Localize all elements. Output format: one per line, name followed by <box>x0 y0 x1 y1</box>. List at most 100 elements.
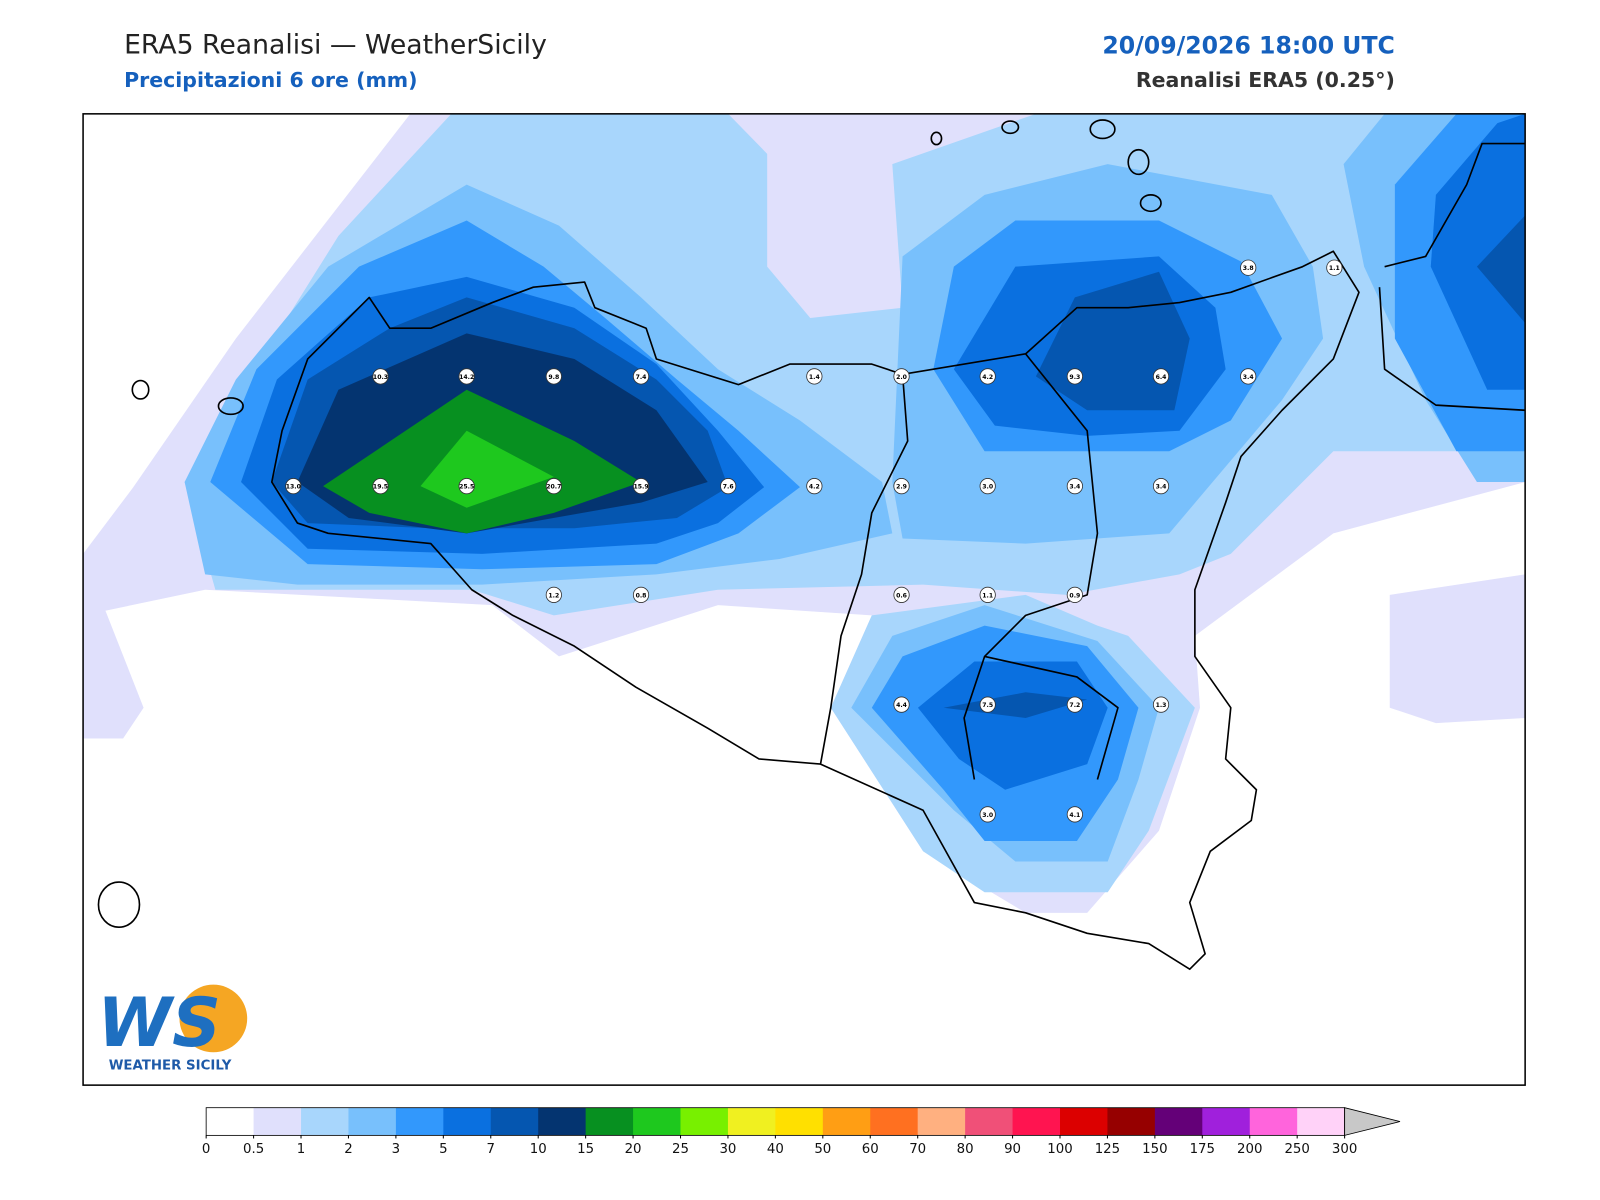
station-marker <box>893 478 910 495</box>
colorbar-swatch <box>965 1107 1014 1136</box>
colorbar-label: 200 <box>1237 1142 1262 1157</box>
station-value: 7.5 <box>982 702 993 709</box>
station: 7.5 <box>979 696 996 713</box>
colorbar-label: 10 <box>530 1142 547 1157</box>
colorbar-swatch <box>490 1107 539 1136</box>
station-marker <box>1152 478 1170 495</box>
station-value: 7.2 <box>1069 702 1080 709</box>
station-value: 14.2 <box>459 374 474 381</box>
station-marker <box>372 368 389 385</box>
logo: WS WEATHER SICILY <box>97 983 248 1074</box>
title: ERA5 Reanalisi — WeatherSicily <box>124 29 547 60</box>
station-marker <box>1066 806 1083 823</box>
colorbar-swatch <box>1012 1107 1061 1136</box>
colorbar-swatch <box>1107 1107 1156 1136</box>
colorbar-swatch <box>395 1107 444 1136</box>
station-marker <box>893 368 910 385</box>
colorbar-label: 100 <box>1047 1142 1072 1157</box>
colorbar-label: 40 <box>767 1142 784 1157</box>
station-value: 7.4 <box>636 374 647 381</box>
station: 2.0 <box>893 368 910 385</box>
colorbar-label: 0.5 <box>243 1142 264 1157</box>
station: 7.6 <box>720 478 737 495</box>
station-marker <box>632 478 650 495</box>
contour <box>420 430 554 508</box>
map: 3.8 1.1 10.3 14.2 9.8 7.4 1.4 2.0 4.2 9.3 6.4 3.4 13… <box>83 113 1526 1086</box>
station: 0.8 <box>632 586 650 603</box>
colorbar-label: 30 <box>719 1142 736 1157</box>
colorbar-label: 70 <box>909 1142 926 1157</box>
station-value: 4.1 <box>1069 812 1080 819</box>
station: 4.1 <box>1066 806 1083 823</box>
station-marker <box>1326 259 1343 276</box>
contour <box>1430 113 1526 390</box>
station-value: 10.3 <box>373 374 388 381</box>
station-marker <box>1240 368 1257 385</box>
station: 13.0 <box>285 478 302 495</box>
station: 19.5 <box>372 478 389 495</box>
station-value: 7.6 <box>723 484 734 491</box>
station-value: 13.0 <box>286 484 301 491</box>
station: 25.5 <box>458 478 475 495</box>
station-marker <box>1152 696 1170 713</box>
colorbar-label: 25 <box>672 1142 689 1157</box>
station: 3.4 <box>1066 478 1083 495</box>
station-value: 0.6 <box>896 592 907 599</box>
station: 1.2 <box>545 586 562 603</box>
colorbar-swatch <box>1202 1107 1251 1136</box>
station-value: 3.4 <box>1069 484 1080 491</box>
station-value: 1.1 <box>1329 265 1340 272</box>
station-marker <box>979 586 996 603</box>
station-value: 4.2 <box>982 374 993 381</box>
station-marker <box>893 696 910 713</box>
colorbar-label: 3 <box>392 1142 400 1157</box>
station: 3.0 <box>979 478 996 495</box>
colorbar-label: 60 <box>862 1142 879 1157</box>
station-marker <box>720 478 737 495</box>
station-value: 0.9 <box>1069 592 1080 599</box>
station-value: 1.1 <box>982 592 993 599</box>
colorbar-swatch <box>775 1107 824 1136</box>
station-value: 3.0 <box>982 812 993 819</box>
station: 3.4 <box>1152 478 1170 495</box>
station-value: 3.4 <box>1156 484 1167 491</box>
station: 15.9 <box>632 478 650 495</box>
logo-sun <box>179 984 248 1053</box>
station-marker <box>806 368 823 385</box>
colorbar-swatch <box>585 1107 634 1136</box>
station: 9.3 <box>1066 368 1083 385</box>
station-value: 9.3 <box>1069 374 1080 381</box>
station: 2.9 <box>893 478 910 495</box>
colorbar-label: 90 <box>1004 1142 1021 1157</box>
station-value: 4.4 <box>896 702 907 709</box>
station-value: 2.9 <box>896 484 907 491</box>
colorbar-label: 150 <box>1142 1142 1167 1157</box>
station-value: 20.7 <box>546 484 561 491</box>
station: 7.4 <box>632 368 650 385</box>
colorbar-label: 1 <box>297 1142 305 1157</box>
contours <box>83 113 1526 913</box>
logo-mark: WS <box>97 983 220 1062</box>
station-marker <box>458 478 475 495</box>
station-value: 2.0 <box>896 374 907 381</box>
station-marker <box>545 368 562 385</box>
station: 1.1 <box>979 586 996 603</box>
station: 4.2 <box>979 368 996 385</box>
colorbar: 0 0.5 1 2 3 5 7 10 15 20 25 30 40 50 60 70 80 90 100 125 150… <box>202 1107 1401 1157</box>
station-value: 6.4 <box>1156 374 1167 381</box>
station-value: 1.2 <box>548 592 559 599</box>
colorbar-swatch <box>301 1107 349 1136</box>
station: 9.8 <box>545 368 562 385</box>
logo-caption: WEATHER SICILY <box>109 1059 232 1074</box>
colorbar-swatch <box>870 1107 919 1136</box>
station: 4.2 <box>806 478 823 495</box>
station-marker <box>979 806 996 823</box>
colorbar-swatch <box>348 1107 397 1136</box>
colorbar-label: 20 <box>625 1142 642 1157</box>
station-marker <box>458 368 475 385</box>
station-marker <box>1240 259 1257 276</box>
station: 3.8 <box>1240 259 1257 276</box>
station-value: 3.8 <box>1243 265 1254 272</box>
station: 1.4 <box>806 368 823 385</box>
station-value: 3.4 <box>1243 374 1254 381</box>
